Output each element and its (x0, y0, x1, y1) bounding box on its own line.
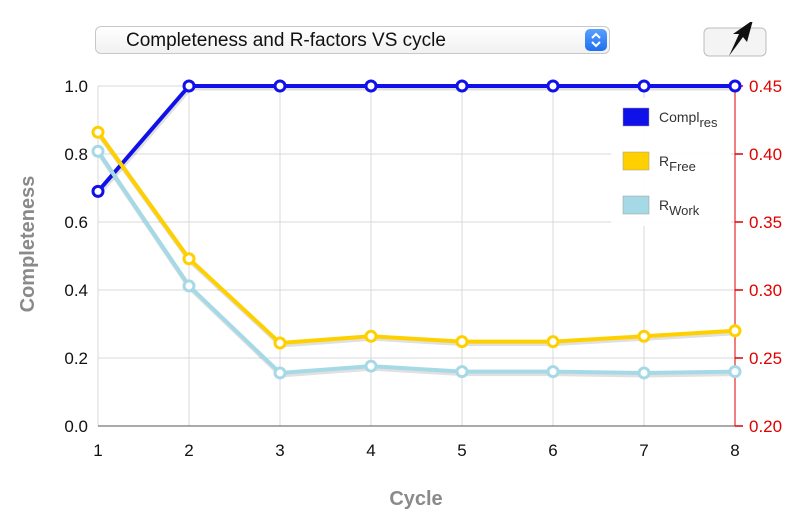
series-point (455, 365, 469, 379)
series-point (546, 365, 560, 379)
series-point (91, 125, 105, 139)
legend-swatch (622, 151, 650, 171)
ticks: 0.0 0.2 0.4 0.6 0.8 1.0 0.20 0.25 0.30 0.35 0.40 0.… (64, 77, 782, 460)
y-right-tick-label: 0.40 (749, 145, 782, 164)
chart-selector[interactable]: Completeness and R-factors VS cycle (95, 26, 610, 54)
x-tick-label: 2 (184, 441, 193, 460)
series-point (728, 324, 742, 338)
y-right-tick-label: 0.35 (749, 213, 782, 232)
x-tick-label: 7 (639, 441, 648, 460)
x-tick-label: 8 (730, 441, 739, 460)
series-point (637, 329, 651, 343)
series-line (96, 131, 736, 346)
series-point (364, 329, 378, 343)
y-left-tick-label: 0.8 (64, 145, 88, 164)
y-right-tick-label: 0.20 (749, 417, 782, 436)
legend-label: RWork (659, 197, 700, 218)
export-button[interactable] (703, 20, 769, 58)
y-left-tick-label: 0.6 (64, 213, 88, 232)
series-point (182, 79, 196, 93)
x-tick-label: 4 (366, 441, 375, 460)
legend-label: Complres (659, 109, 718, 130)
series-point (637, 79, 651, 93)
x-axis-title: Cycle (389, 488, 442, 510)
series-point (91, 184, 105, 198)
series-point (364, 359, 378, 373)
y-left-tick-label: 0.4 (64, 281, 88, 300)
series-line (96, 84, 735, 193)
x-tick-label: 3 (275, 441, 284, 460)
export-arrow-icon (703, 20, 767, 57)
x-tick-label: 5 (457, 441, 466, 460)
series-point (273, 79, 287, 93)
series-point (728, 79, 742, 93)
series-point (182, 252, 196, 266)
legend-swatch (622, 195, 650, 215)
legend-label: RFree (659, 153, 696, 174)
y-right-tick-label: 0.25 (749, 349, 782, 368)
series-point (546, 335, 560, 349)
y-right-tick-label: 0.45 (749, 77, 782, 96)
y-left-tick-label: 0.2 (64, 349, 88, 368)
x-tick-label: 1 (93, 441, 102, 460)
series-point (364, 79, 378, 93)
up-down-chevron-icon[interactable] (585, 29, 607, 51)
y-left-tick-label: 0.0 (64, 417, 88, 436)
series-group (91, 79, 742, 380)
series-point (637, 366, 651, 380)
series-point (546, 79, 560, 93)
y-right-tick-label: 0.30 (749, 281, 782, 300)
chart-selector-label: Completeness and R-factors VS cycle (126, 30, 446, 51)
y-axis-title: Completeness (17, 176, 39, 313)
series-point (455, 79, 469, 93)
series-point (182, 279, 196, 293)
series-point (91, 144, 105, 158)
x-tick-label: 6 (548, 441, 557, 460)
y-left-tick-label: 1.0 (64, 77, 88, 96)
series-point (273, 366, 287, 380)
series-line (96, 150, 736, 375)
series-point (273, 336, 287, 350)
legend-swatch (622, 107, 650, 127)
legend: Complres RFree RWork (611, 98, 731, 226)
series-point (455, 335, 469, 349)
series-point (728, 365, 742, 379)
